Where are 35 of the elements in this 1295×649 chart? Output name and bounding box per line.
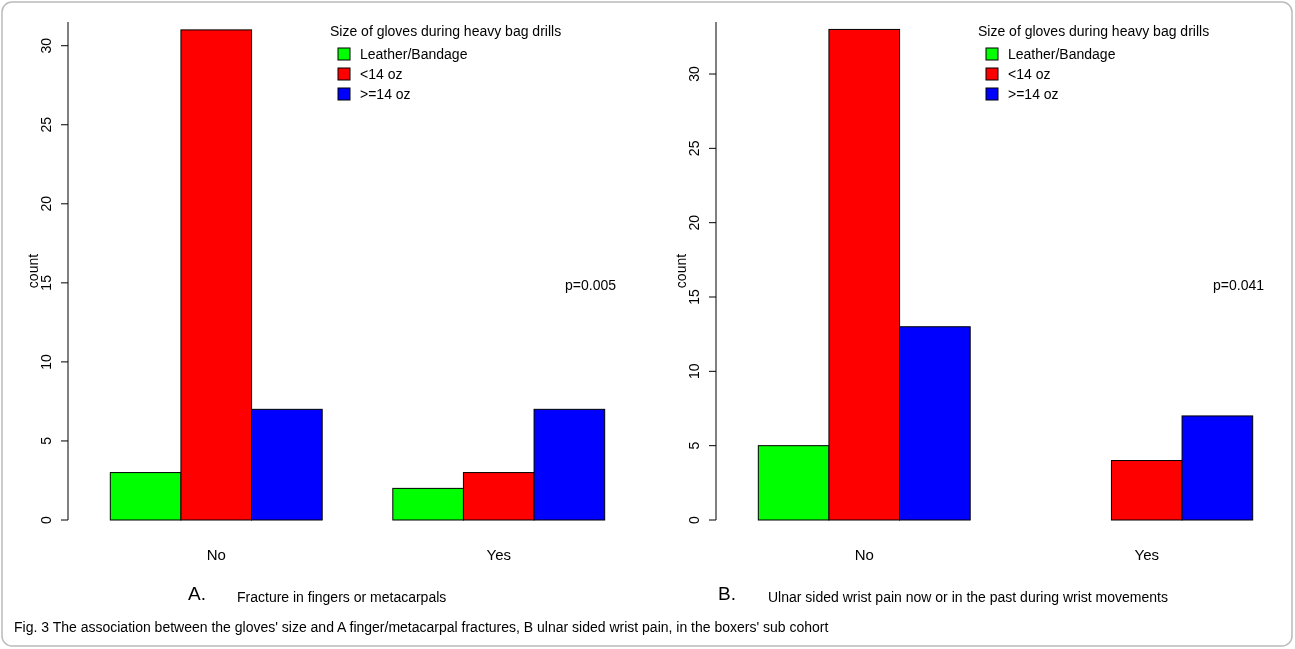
legend-label: >=14 oz [1008,86,1059,102]
legend-title: Size of gloves during heavy bag drills [978,23,1210,39]
text: A. [188,583,206,604]
y-tick-label: 20 [686,214,702,231]
y-tick-label: 15 [686,289,702,305]
text: B. [718,583,736,604]
y-tick-label: 20 [38,195,54,212]
caption: Fig. 3 The association between the gloves' size and A finger/metacarpal fractures, B ulnar sided wrist pain, in the boxers' sub cohort [14,619,829,635]
legend-label: <14 oz [1008,66,1051,82]
x-tick-label: Yes [1134,546,1159,563]
annotation: p=0.041 [1213,277,1265,293]
y-tick-label: 5 [38,436,54,445]
x-axis-title: Ulnar sided wrist pain now or in the past during wrist movements [768,589,1168,605]
y-axis-title: count [673,253,689,289]
x-tick-label: Yes [486,546,511,563]
y-tick-label: 30 [686,66,702,82]
y-tick-label: 10 [38,353,54,370]
y-tick-label: 25 [38,116,54,133]
x-tick-label: No [854,546,874,563]
y-tick-label: 5 [686,441,702,450]
y-tick-label: 30 [38,37,54,54]
y-tick-label: 0 [38,515,54,524]
y-axis-title: count [25,253,41,289]
y-tick-label: 25 [686,140,702,157]
y-tick-label: 0 [686,515,702,524]
legend-label: Leather/Bandage [360,46,468,62]
y-tick-label: 10 [686,363,702,380]
annotation: p=0.005 [565,277,617,293]
legend-title: Size of gloves during heavy bag drills [330,23,562,39]
legend-label: Leather/Bandage [1008,46,1116,62]
y-tick-label: 15 [38,274,54,291]
x-axis-title: Fracture in fingers or metacarpals [237,589,447,605]
x-tick-label: No [206,546,226,563]
legend-label: >=14 oz [360,86,411,102]
legend-label: <14 oz [360,66,403,82]
